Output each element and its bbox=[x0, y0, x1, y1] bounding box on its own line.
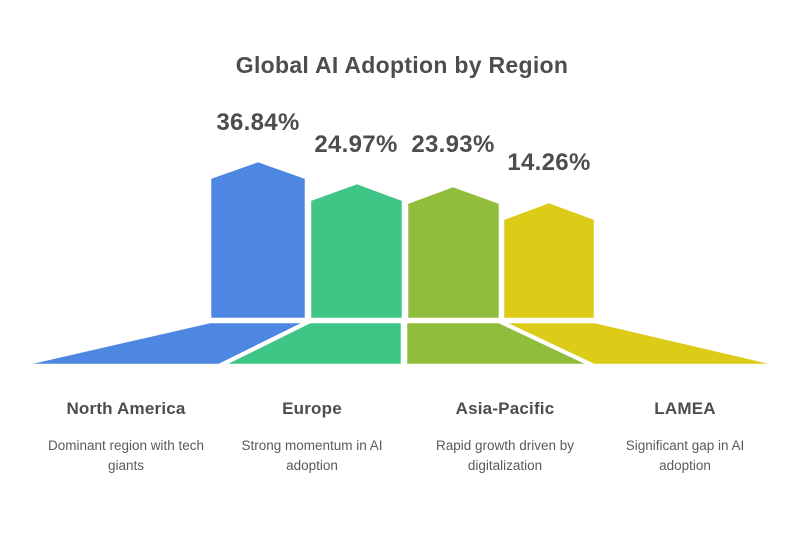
region-name-north-america: North America bbox=[66, 399, 186, 418]
chart-title: Global AI Adoption by Region bbox=[235, 52, 569, 78]
tower-asia-pacific bbox=[405, 184, 502, 321]
region-description-lamea: Significant gap in AI adoption bbox=[625, 438, 745, 473]
region-name-europe: Europe bbox=[282, 399, 342, 418]
region-name-asia-pacific: Asia-Pacific bbox=[455, 399, 555, 418]
value-label-north-america: 36.84% bbox=[216, 109, 300, 136]
region-description-asia-pacific: Rapid growth driven by digitalization bbox=[435, 438, 575, 473]
value-label-europe: 24.97% bbox=[314, 131, 398, 158]
floor-segment-asia-pacific bbox=[404, 320, 592, 367]
floor-segment-europe bbox=[221, 320, 404, 367]
value-label-asia-pacific: 23.93% bbox=[411, 131, 495, 158]
tower-lamea bbox=[501, 200, 597, 321]
value-label-lamea: 14.26% bbox=[507, 149, 591, 176]
floor-segment-lamea bbox=[501, 320, 781, 367]
region-description-north-america: Dominant region with tech giants bbox=[47, 438, 205, 473]
tower-europe bbox=[308, 181, 405, 321]
tower-north-america bbox=[208, 159, 308, 321]
region-name-lamea: LAMEA bbox=[654, 399, 716, 418]
floor-segment-north-america bbox=[20, 320, 308, 367]
region-description-europe: Strong momentum in AI adoption bbox=[241, 438, 383, 473]
